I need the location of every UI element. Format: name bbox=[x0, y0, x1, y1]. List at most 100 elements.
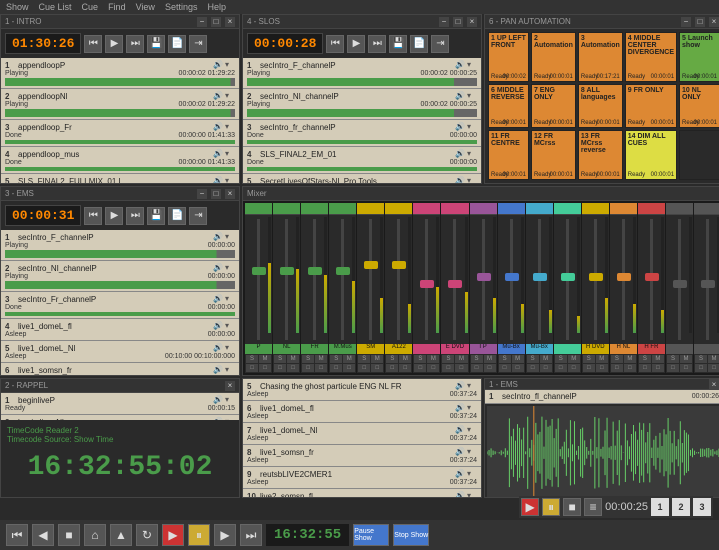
cue-row[interactable]: 5Chasing the ghost particule ENG NL FR🔊▾… bbox=[243, 379, 481, 401]
speaker-icon[interactable]: 🔊 bbox=[213, 294, 223, 304]
speaker-icon[interactable]: 🔊 bbox=[213, 91, 223, 101]
chevron-icon[interactable]: ▾ bbox=[225, 60, 235, 70]
mixer-channel[interactable]: H DVD SM □□ bbox=[582, 203, 609, 373]
chevron-icon[interactable]: ▾ bbox=[225, 417, 235, 420]
cue-row[interactable]: 10live2_somsn_fl🔊▾Asleep 00:37:24 bbox=[243, 489, 481, 497]
cue-row[interactable]: 5SecretLivesOfStars-NL Pro Tools🔊▾Asleep… bbox=[243, 174, 481, 183]
mute-button[interactable]: M bbox=[287, 355, 299, 363]
cue-row[interactable]: 3secIntro_Fr_channelP🔊▾Done 00:00:00 bbox=[1, 292, 239, 319]
close-icon[interactable]: × bbox=[225, 17, 235, 27]
speaker-icon[interactable]: 🔊 bbox=[455, 469, 465, 479]
mute-button[interactable]: M bbox=[484, 355, 496, 363]
waveform-display[interactable] bbox=[487, 406, 719, 498]
pause-button[interactable]: ⏸ bbox=[188, 524, 210, 546]
wave-cue[interactable]: 1secIntro_fl_channelP00:00:26 bbox=[485, 390, 719, 404]
mute-button[interactable]: M bbox=[455, 355, 467, 363]
cue-row[interactable]: 3secIntro_fr_channelP🔊▾Done 00:00:00 bbox=[243, 120, 481, 147]
mixer-channel[interactable]: H NL SM □□ bbox=[610, 203, 637, 373]
solo-button[interactable]: S bbox=[246, 355, 258, 363]
pause-button[interactable]: ⏸ bbox=[542, 498, 560, 516]
play-button[interactable]: ▶ bbox=[105, 35, 123, 53]
mute-button[interactable]: M bbox=[540, 355, 552, 363]
solo-button[interactable]: S bbox=[639, 355, 651, 363]
prev-button[interactable]: ⏮ bbox=[326, 35, 344, 53]
close-icon[interactable]: × bbox=[225, 189, 235, 199]
speaker-icon[interactable]: 🔊 bbox=[213, 176, 223, 183]
pan-cell[interactable]: 6 MIDDLE REVERSEReady00:00:01 bbox=[488, 84, 529, 127]
cue-row[interactable]: 9reutsbLIVE2CMER1🔊▾Asleep 00:37:24 bbox=[243, 467, 481, 489]
cue-row[interactable]: 1secIntro_F_channelP🔊▾Playing 00:00:00 bbox=[1, 230, 239, 261]
mixer-channel[interactable]: FR SM □□ bbox=[301, 203, 328, 373]
chevron-icon[interactable]: ▾ bbox=[467, 403, 477, 413]
skip-fwd-button[interactable]: ⏭ bbox=[240, 524, 262, 546]
speaker-icon[interactable]: 🔊 bbox=[455, 403, 465, 413]
cue-row[interactable]: 1beginliveP🔊▾Ready 00:00:15 bbox=[1, 393, 239, 415]
speaker-icon[interactable]: 🔊 bbox=[455, 447, 465, 457]
pan-cell[interactable]: 5 Launch showReady00:00:01 bbox=[679, 32, 719, 82]
mute-button[interactable]: M bbox=[399, 355, 411, 363]
close-icon[interactable]: × bbox=[709, 379, 719, 389]
speaker-icon[interactable]: 🔊 bbox=[455, 91, 465, 101]
cue-row[interactable]: 7live1_domeL_Nl🔊▾Asleep 00:37:24 bbox=[243, 423, 481, 445]
play-button[interactable]: ▶ bbox=[521, 498, 539, 516]
pan-cell[interactable]: 11 FR CENTREReady00:00:01 bbox=[488, 130, 529, 180]
mute-button[interactable]: M bbox=[371, 355, 383, 363]
solo-button[interactable]: S bbox=[414, 355, 426, 363]
chevron-icon[interactable]: ▾ bbox=[467, 381, 477, 391]
menu-cue-list[interactable]: Cue List bbox=[39, 2, 72, 12]
chevron-icon[interactable]: ▾ bbox=[467, 425, 477, 435]
maximize-icon[interactable]: □ bbox=[211, 189, 221, 199]
chevron-icon[interactable]: ▾ bbox=[225, 263, 235, 273]
cue-row[interactable]: 4SLS_FINAL2_EM_01🔊▾Done 00:00:00 bbox=[243, 147, 481, 174]
solo-button[interactable]: S bbox=[527, 355, 539, 363]
mute-button[interactable]: M bbox=[343, 355, 355, 363]
play-button[interactable]: ▶ bbox=[162, 524, 184, 546]
page-button[interactable]: 1 bbox=[651, 498, 669, 516]
chevron-icon[interactable]: ▾ bbox=[467, 491, 477, 497]
stop-button[interactable]: ■ bbox=[58, 524, 80, 546]
mixer-channel[interactable]: SM □□ bbox=[554, 203, 581, 373]
mixer-channel[interactable]: A122 SM □□ bbox=[385, 203, 412, 373]
solo-button[interactable]: S bbox=[499, 355, 511, 363]
chevron-icon[interactable]: ▾ bbox=[467, 176, 477, 183]
pan-cell[interactable] bbox=[679, 130, 719, 180]
mixer-channel[interactable]: Mu-Bx SM □□ bbox=[526, 203, 553, 373]
stop-button[interactable]: ■ bbox=[563, 498, 581, 516]
pan-cell[interactable]: 1 UP LEFT FRONTReady00:00:02 bbox=[488, 32, 529, 82]
close-icon[interactable]: × bbox=[225, 381, 235, 391]
mixer-channel[interactable]: SM □□ bbox=[694, 203, 719, 373]
speaker-icon[interactable]: 🔊 bbox=[455, 425, 465, 435]
chevron-icon[interactable]: ▾ bbox=[467, 60, 477, 70]
chevron-icon[interactable]: ▾ bbox=[225, 321, 235, 331]
speaker-icon[interactable]: 🔊 bbox=[213, 417, 223, 420]
solo-button[interactable]: S bbox=[274, 355, 286, 363]
pan-cell[interactable]: 13 FR MCrss reverseReady00:00:01 bbox=[578, 130, 623, 180]
chevron-icon[interactable]: ▾ bbox=[225, 176, 235, 183]
speaker-icon[interactable]: 🔊 bbox=[213, 122, 223, 132]
mute-button[interactable]: M bbox=[315, 355, 327, 363]
mixer-channel[interactable]: SM □□ bbox=[413, 203, 440, 373]
chevron-icon[interactable]: ▾ bbox=[225, 365, 235, 375]
speaker-icon[interactable]: 🔊 bbox=[213, 263, 223, 273]
mixer-channel[interactable]: E DVD SM □□ bbox=[441, 203, 468, 373]
forward-button[interactable]: ▶ bbox=[214, 524, 236, 546]
next-button[interactable]: ⏭ bbox=[126, 35, 144, 53]
export-button[interactable]: ⇥ bbox=[431, 35, 449, 53]
pan-cell[interactable]: 14 DIM ALL CUESReady00:00:01 bbox=[625, 130, 677, 180]
doc-button[interactable]: 📄 bbox=[168, 207, 186, 225]
chevron-icon[interactable]: ▾ bbox=[225, 149, 235, 159]
maximize-icon[interactable]: □ bbox=[211, 17, 221, 27]
save-button[interactable]: 💾 bbox=[147, 35, 165, 53]
mixer-channel[interactable]: M.Mus SM □□ bbox=[329, 203, 356, 373]
solo-button[interactable]: S bbox=[442, 355, 454, 363]
skip-back-button[interactable]: ⏮ bbox=[6, 524, 28, 546]
chevron-icon[interactable]: ▾ bbox=[467, 122, 477, 132]
cue-row[interactable]: 8live1_somsn_fr🔊▾Asleep 00:37:24 bbox=[243, 445, 481, 467]
speaker-icon[interactable]: 🔊 bbox=[213, 149, 223, 159]
cue-row[interactable]: 2begin live_Nl🔊▾Ready 00:00:11 bbox=[1, 415, 239, 420]
mute-button[interactable]: M bbox=[680, 355, 692, 363]
next-button[interactable]: ⏭ bbox=[368, 35, 386, 53]
save-button[interactable]: 💾 bbox=[389, 35, 407, 53]
speaker-icon[interactable]: 🔊 bbox=[213, 321, 223, 331]
export-button[interactable]: ⇥ bbox=[189, 207, 207, 225]
